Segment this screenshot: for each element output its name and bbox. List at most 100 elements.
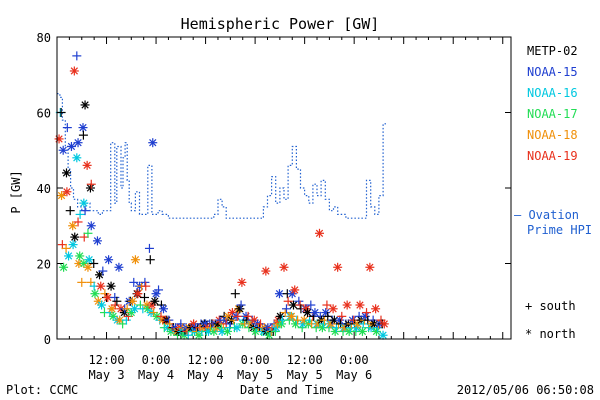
data-point-metp-02-south [230, 289, 240, 299]
data-point-noaa-16-north [378, 330, 388, 340]
data-point-noaa-16-north [79, 198, 89, 208]
marker-stroke [280, 263, 288, 271]
x-tick-date-label: May 3 [88, 368, 124, 382]
data-point-noaa-19-north [371, 304, 381, 314]
marker-stroke [97, 282, 105, 290]
legend-entry: NOAA-16 [527, 86, 578, 100]
marker-stroke [134, 290, 142, 298]
legend-entry: NOAA-18 [527, 128, 578, 142]
data-point-noaa-19-south [156, 311, 166, 321]
marker-stroke [91, 290, 99, 298]
data-point-noaa-15-north [310, 308, 320, 318]
data-point-noaa-15-south [176, 319, 186, 329]
data-point-noaa-15-south [281, 304, 291, 314]
data-point-noaa-15-north [148, 138, 158, 148]
y-tick-label: 40 [37, 182, 51, 196]
marker-stroke [318, 324, 327, 332]
data-point-noaa-17-north [277, 319, 287, 329]
data-point-noaa-19-north [379, 319, 389, 329]
x-tick-time-label: 0:00 [241, 353, 270, 367]
marker-stroke [62, 169, 71, 177]
legend-entry: NOAA-17 [527, 107, 578, 121]
marker-stroke [343, 301, 351, 309]
data-point-metp-02-north [85, 183, 95, 193]
data-point-noaa-15-north [104, 255, 114, 265]
data-point-metp-02-south [156, 300, 166, 310]
data-point-metp-02-south [145, 255, 155, 265]
data-point-noaa-15-north [151, 289, 161, 299]
x-tick-date-label: May 5 [287, 368, 323, 382]
marker-stroke [236, 305, 244, 313]
data-point-noaa-16-north [68, 240, 78, 250]
data-point-noaa-15-south [110, 292, 120, 302]
data-point-metp-02-north [61, 168, 71, 178]
marker-stroke [371, 305, 380, 313]
marker-stroke [250, 316, 258, 324]
data-point-noaa-18-north [57, 191, 67, 201]
data-point-noaa-15-south [72, 51, 82, 61]
marker-stroke [380, 320, 388, 328]
data-point-noaa-15-south [294, 296, 304, 306]
data-point-noaa-19-north [333, 262, 343, 272]
data-point-noaa-15-north [360, 311, 370, 321]
y-tick-label: 0 [44, 333, 51, 347]
marker-stroke [228, 308, 237, 317]
data-point-noaa-19-south [337, 311, 347, 321]
marker-stroke [311, 308, 319, 317]
marker-key-entry: * north [525, 327, 576, 341]
data-point-noaa-15-north [58, 145, 68, 155]
data-point-noaa-19-north [82, 160, 92, 170]
legend-entry: METP-02 [527, 44, 578, 58]
chart-title: Hemispheric Power [GW] [181, 15, 380, 33]
marker-stroke [221, 316, 230, 324]
data-point-noaa-15-north [73, 138, 83, 148]
marker-stroke [345, 327, 353, 336]
marker-stroke [109, 312, 117, 321]
data-point-noaa-17-north [251, 326, 261, 336]
data-point-noaa-19-north [342, 300, 352, 310]
data-point-noaa-17-south [118, 319, 128, 329]
marker-stroke [379, 331, 387, 339]
marker-stroke [128, 297, 137, 305]
marker-stroke [330, 316, 339, 324]
marker-stroke [63, 188, 71, 196]
data-point-noaa-18-south [280, 308, 290, 318]
data-point-noaa-19-south [79, 232, 89, 242]
marker-stroke [107, 282, 115, 290]
marker-stroke [85, 256, 93, 264]
data-point-noaa-15-north [114, 262, 124, 272]
data-point-noaa-18-north [128, 296, 138, 306]
marker-key: + south * north [525, 299, 576, 341]
marker-stroke [80, 259, 88, 268]
marker-stroke [115, 263, 123, 271]
marker-stroke [276, 312, 284, 321]
data-point-noaa-15-north [78, 123, 88, 133]
data-point-noaa-19-north [96, 281, 106, 291]
marker-stroke [291, 286, 299, 294]
marker-stroke [80, 199, 88, 207]
marker-stroke [151, 297, 159, 305]
marker-stroke [289, 301, 298, 309]
marker-stroke [69, 222, 77, 230]
marker-stroke [287, 312, 296, 321]
y-tick-label: 60 [37, 107, 51, 121]
marker-stroke [315, 229, 324, 237]
marker-stroke [71, 233, 79, 241]
marker-stroke [233, 324, 241, 332]
data-point-metp-02-north [106, 281, 116, 291]
data-point-noaa-16-north [130, 304, 140, 314]
marker-stroke [131, 256, 140, 264]
data-point-noaa-15-north [92, 236, 102, 246]
data-point-noaa-15-south [129, 277, 139, 287]
data-point-noaa-15-north [321, 308, 331, 318]
marker-stroke [303, 308, 312, 317]
x-tick-time-label: 0:00 [142, 353, 171, 367]
data-point-noaa-18-north [286, 311, 296, 321]
data-point-metp-02-south [112, 296, 122, 306]
marker-stroke [361, 312, 369, 321]
data-point-metp-02-north [275, 311, 285, 321]
marker-stroke [93, 237, 102, 245]
data-point-noaa-19-north [328, 304, 338, 314]
data-point-noaa-17-north [59, 262, 69, 272]
